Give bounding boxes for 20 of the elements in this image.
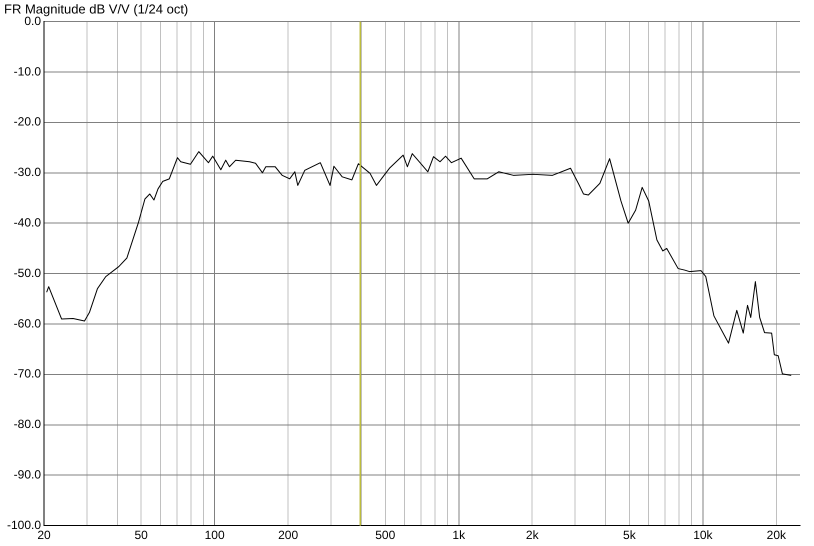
y-tick-label: -50.0: [14, 266, 42, 280]
x-tick-label: 500: [375, 528, 396, 542]
x-tick-label: 2k: [526, 528, 540, 542]
x-tick-label: 100: [204, 528, 225, 542]
y-tick-label: -30.0: [14, 165, 42, 180]
x-tick-label: 10k: [693, 528, 714, 542]
x-tick-label: 200: [278, 528, 298, 542]
y-tick-label: -70.0: [14, 366, 42, 381]
y-tick-label: -90.0: [14, 468, 42, 482]
y-tick-label: -80.0: [14, 417, 42, 432]
y-tick-label: 0.0: [24, 14, 42, 28]
x-tick-label: 20k: [766, 528, 788, 542]
x-tick-label: 5k: [623, 528, 637, 542]
x-tick-label: 1k: [452, 528, 466, 542]
y-tick-label: -10.0: [14, 64, 42, 78]
y-tick-label: -40.0: [14, 216, 42, 230]
y-tick-label: -60.0: [14, 316, 42, 330]
y-tick-label: -20.0: [14, 114, 42, 129]
x-tick-label: 50: [134, 528, 148, 542]
chart-title: FR Magnitude dB V/V (1/24 oct): [4, 1, 188, 16]
